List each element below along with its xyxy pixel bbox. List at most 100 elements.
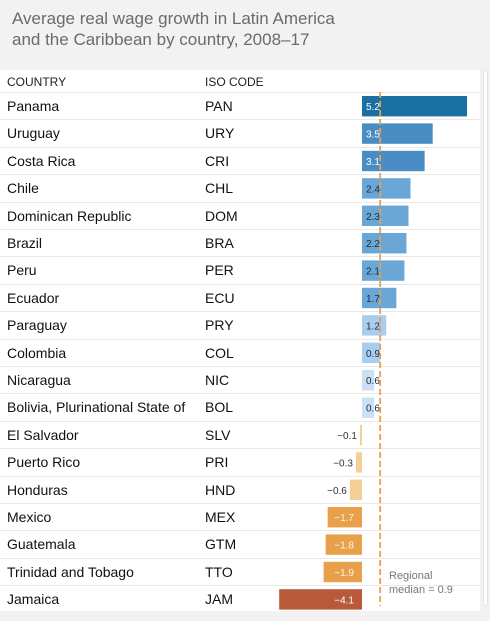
bar-value-label: 0.6 [366,376,380,387]
bar [362,397,375,418]
table-row: Ecuador ECU [0,283,480,311]
iso-code: PRI [205,454,229,471]
bar [362,205,409,226]
bar-value-label: −4.1 [334,595,354,606]
iso-code: PRY [205,317,234,334]
bar [362,233,407,254]
country-name: Bolivia, Plurinational State of [7,399,186,416]
country-name: Chile [7,180,39,197]
bar-value-label: −0.6 [327,486,347,497]
iso-code: DOM [205,207,238,224]
iso-code: PER [205,262,234,279]
country-name: Dominican Republic [7,207,132,224]
iso-code: COL [205,344,234,361]
iso-code: PAN [205,98,233,114]
table-row: Nicaragua NIC [0,366,480,393]
table-row: Jamaica JAM [0,585,480,612]
bar-value-label: −0.1 [337,431,357,442]
iso-code: MEX [205,509,236,525]
bar-value-label: 0.9 [366,349,380,360]
country-name: Costa Rica [7,152,76,169]
table-row: Chile CHL [0,174,480,201]
bar [362,342,381,363]
table-row: Guatemala GTM [0,530,480,557]
country-name: Ecuador [7,289,60,306]
iso-code: BRA [205,235,234,251]
country-name: Paraguay [7,317,67,334]
bar-value-label: −0.3 [333,458,353,469]
scrollbar-thumb[interactable] [483,70,488,606]
iso-code: CHL [205,180,234,197]
column-header-iso: ISO CODE [205,75,264,89]
bar [323,561,362,583]
table-row: Colombia COL [0,338,480,366]
country-name: Puerto Rico [7,454,81,471]
bar [362,96,468,117]
bar [355,452,362,473]
median-annotation: Regional median = 0.9 [389,569,453,597]
table-row: Peru PER [0,256,480,283]
median-annotation-line-1: Regional [389,570,433,582]
country-name: El Salvador [7,426,79,443]
country-name: Honduras [7,481,68,498]
country-name: Colombia [7,344,67,361]
bar [349,479,362,500]
bar [362,287,397,309]
iso-code: NIC [205,372,230,388]
country-name: Panama [7,98,60,114]
bar-value-label: 2.4 [366,184,380,195]
bar-value-label: 2.3 [366,212,380,223]
country-name: Brazil [7,235,43,251]
table-row: Panama PAN [0,92,480,119]
bar-value-label: 1.7 [366,294,380,305]
country-name: Uruguay [7,125,60,142]
table-row: Honduras HND [0,475,480,503]
country-name: Peru [7,262,37,279]
bar-value-label: 0.6 [366,404,380,415]
chart-title-line-1: Average real wage growth in Latin Americ… [12,9,335,28]
bar [362,370,375,391]
bar-value-label: 5.2 [366,102,380,113]
country-name: Mexico [7,509,52,525]
bar [362,260,405,281]
iso-code: BOL [205,399,234,416]
table-row: Paraguay PRY [0,311,480,338]
median-annotation-line-2: median = 0.9 [389,584,453,596]
bar-value-label: −1.8 [334,541,354,552]
table-row: Uruguay URY [0,119,480,146]
country-name: Jamaica [7,591,60,608]
country-name: Trinidad and Tobago [7,563,134,580]
bar-value-label: 2.2 [366,239,380,250]
table-row: Brazil BRA [0,229,480,256]
chart-title-line-2: and the Caribbean by country, 2008–17 [12,30,310,49]
iso-code: CRI [205,152,230,169]
bar-value-label: 2.1 [366,267,380,278]
iso-code: TTO [205,563,233,580]
table-row: Mexico MEX [0,503,480,530]
bar [359,424,362,446]
column-header-country: COUNTRY [7,75,67,89]
country-name: Guatemala [7,536,76,553]
bar-value-label: 3.5 [366,130,380,141]
bar [362,178,411,199]
bar [325,534,362,555]
table-row: El Salvador SLV [0,420,480,448]
iso-code: GTM [205,536,237,553]
iso-code: HND [205,481,236,498]
bar [362,150,425,172]
table-row: Puerto Rico PRI [0,448,480,475]
bar-value-label: 1.2 [366,321,380,332]
iso-code: SLV [205,426,231,443]
table-row: Costa Rica CRI [0,146,480,174]
bar-value-label: 3.1 [366,157,380,168]
iso-code: URY [205,125,235,142]
table-row: Trinidad and Tobago TTO [0,557,480,585]
iso-code: JAM [205,591,233,608]
table-row: Bolivia, Plurinational State of BOL [0,393,480,420]
country-name: Nicaragua [7,372,71,388]
bar-value-label: −1.7 [334,513,354,524]
bar [327,507,362,528]
bar [279,589,362,610]
iso-code: ECU [205,289,235,306]
